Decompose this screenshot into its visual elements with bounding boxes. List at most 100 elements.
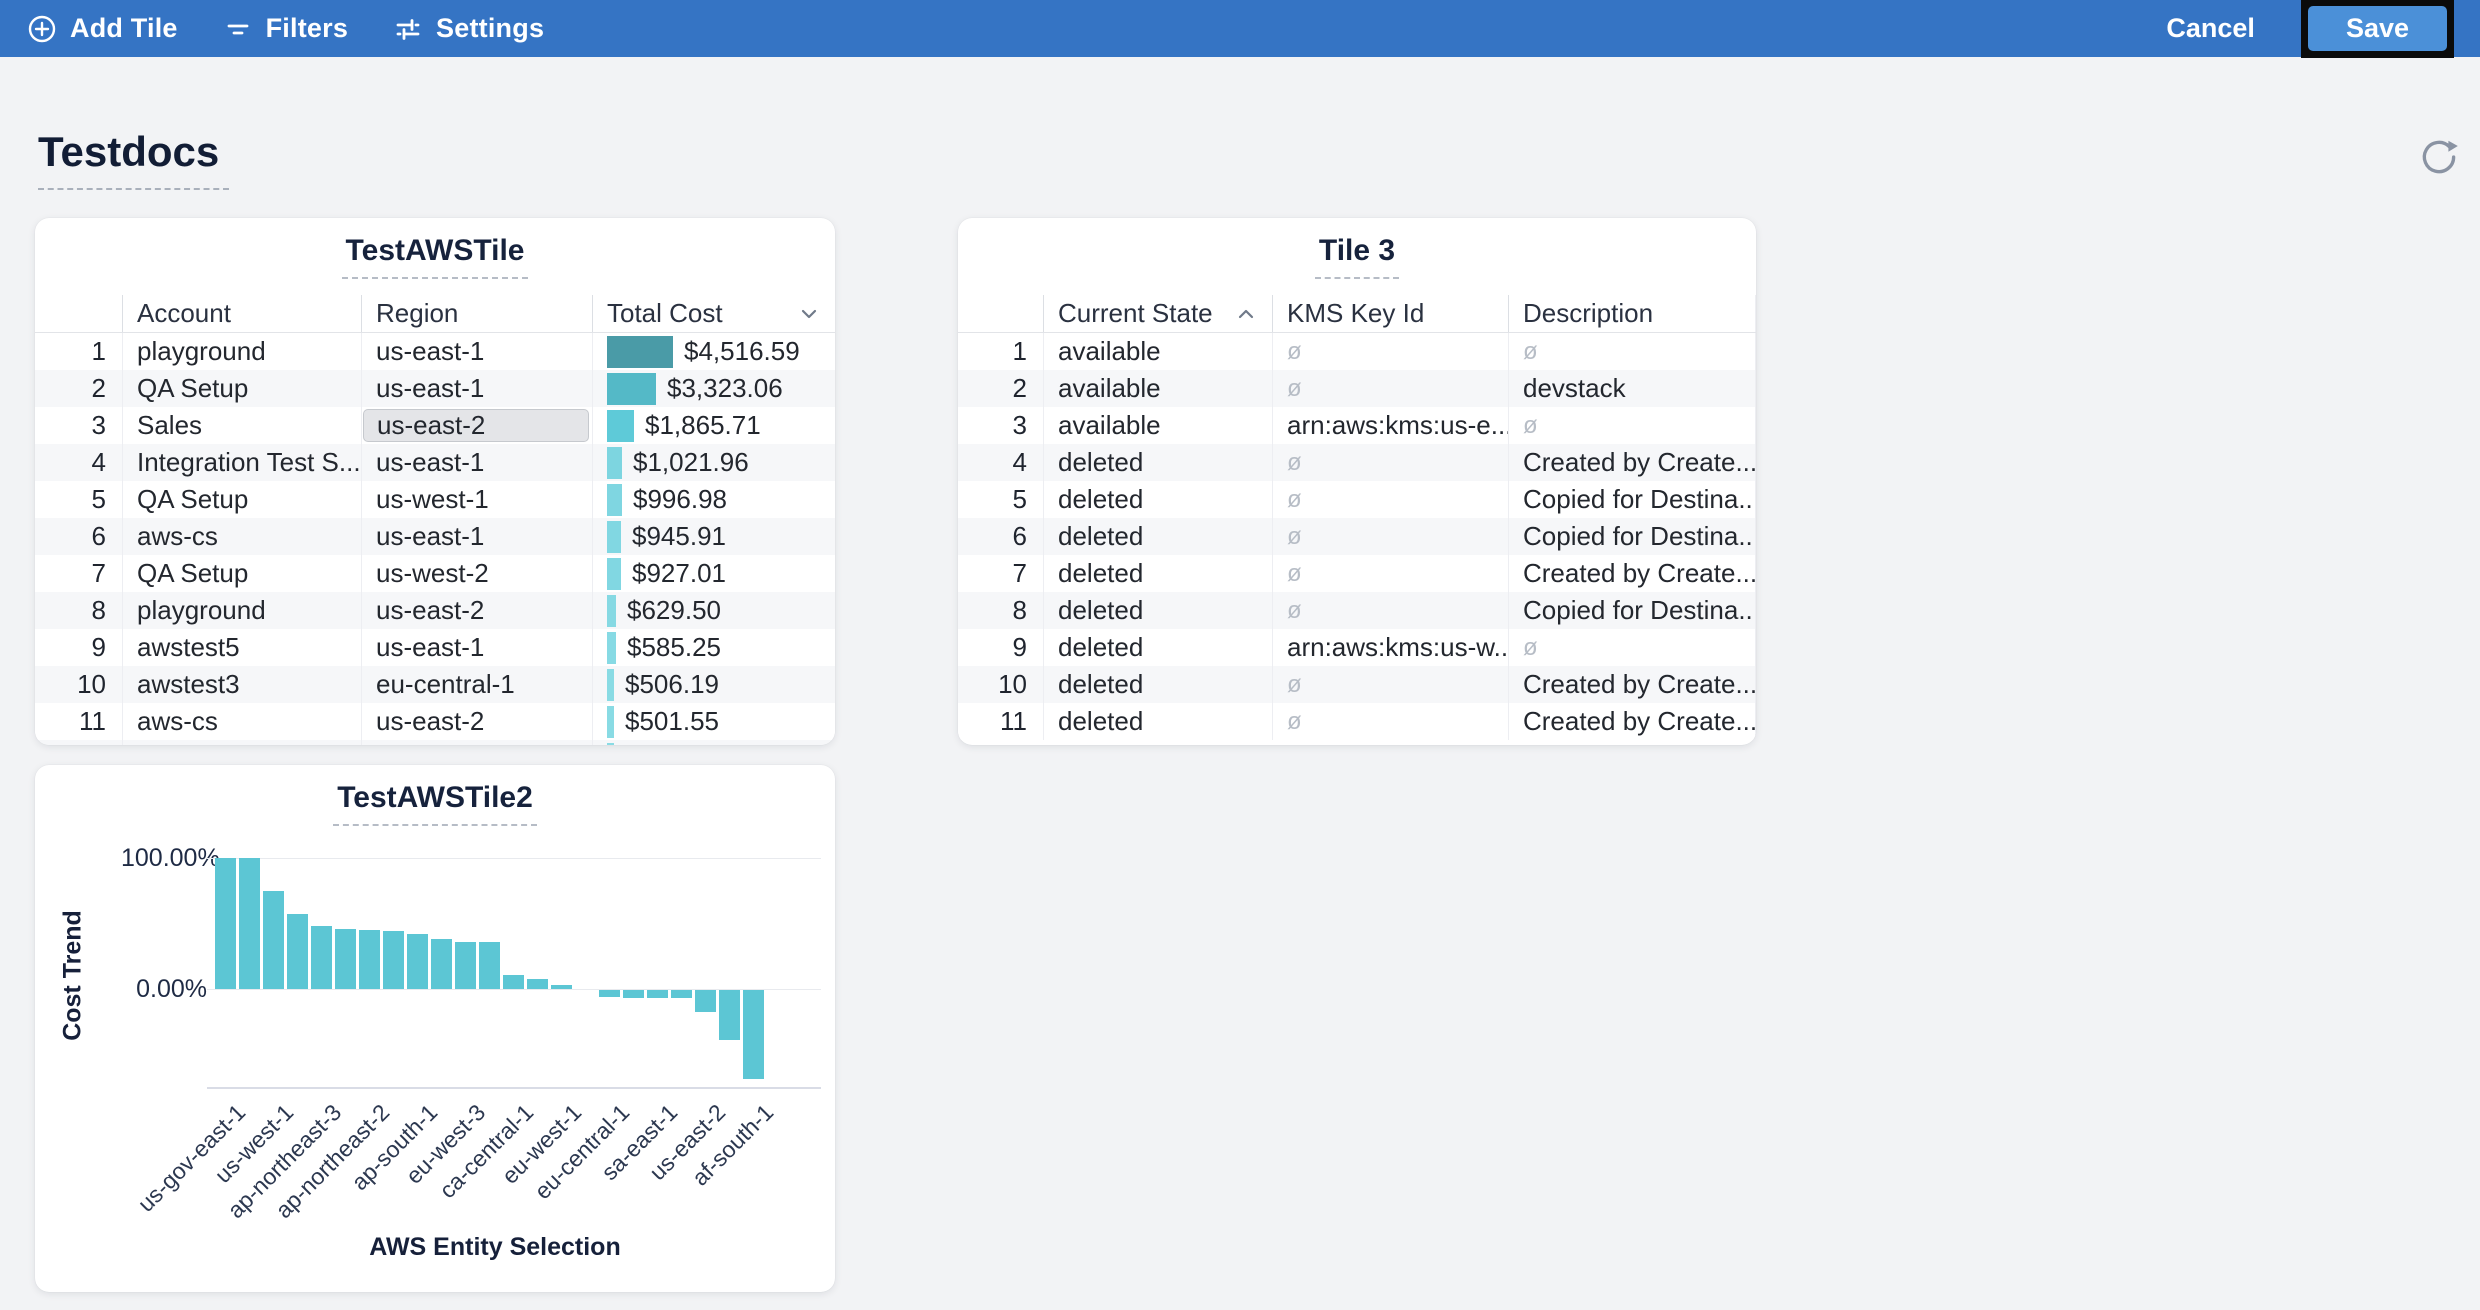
- current-state-cell[interactable]: deleted: [1043, 555, 1272, 592]
- tile1-account-header[interactable]: Account: [122, 295, 361, 332]
- row-number-cell: 9: [1012, 632, 1027, 662]
- kms-key-id-cell[interactable]: arn:aws:kms:us-e...: [1272, 407, 1508, 444]
- total-cost-cell[interactable]: $506.19: [592, 666, 835, 703]
- region-cell[interactable]: us-east-1: [361, 629, 592, 666]
- kms-key-id-cell[interactable]: ø: [1272, 666, 1508, 703]
- cost-value: $4,516.59: [684, 336, 800, 366]
- tile1-region-header[interactable]: Region: [361, 295, 592, 332]
- current-state-cell[interactable]: deleted: [1043, 629, 1272, 666]
- chart-bar: [479, 942, 500, 989]
- total-cost-cell[interactable]: [592, 740, 835, 745]
- account-cell[interactable]: Sales: [122, 407, 361, 444]
- current-state-cell[interactable]: deleted: [1043, 703, 1272, 740]
- description-cell[interactable]: ø: [1508, 407, 1756, 444]
- region-cell[interactable]: [361, 740, 592, 745]
- kms-key-id-cell[interactable]: ø: [1272, 370, 1508, 407]
- description-cell[interactable]: Created by Create...: [1508, 444, 1756, 481]
- description-cell[interactable]: ø: [1508, 333, 1756, 370]
- dashboard-title[interactable]: Testdocs: [38, 128, 230, 190]
- account-cell[interactable]: Integration Test S...: [122, 444, 361, 481]
- region-cell[interactable]: us-east-2: [361, 407, 592, 444]
- settings-button[interactable]: Settings: [392, 13, 544, 45]
- kmskeyid-header-label: KMS Key Id: [1287, 298, 1425, 328]
- region-cell[interactable]: us-east-1: [361, 444, 592, 481]
- kms-key-id-cell[interactable]: ø: [1272, 333, 1508, 370]
- current-state-cell[interactable]: deleted: [1043, 444, 1272, 481]
- region-cell[interactable]: us-west-1: [361, 481, 592, 518]
- account-cell[interactable]: [122, 740, 361, 745]
- description-cell[interactable]: Copied for Destina...: [1508, 518, 1756, 555]
- row-number-cell: 3: [1012, 410, 1027, 440]
- current-state-cell[interactable]: available: [1043, 407, 1272, 444]
- account-cell[interactable]: QA Setup: [122, 370, 361, 407]
- tile1-header-row: Account Region Total Cost: [35, 295, 835, 333]
- description-cell[interactable]: devstack: [1508, 370, 1756, 407]
- description-cell[interactable]: Created by Create...: [1508, 666, 1756, 703]
- kms-key-id-cell[interactable]: ø: [1272, 703, 1508, 740]
- current-state-cell[interactable]: deleted: [1043, 518, 1272, 555]
- current-state-cell[interactable]: available: [1043, 370, 1272, 407]
- region-cell[interactable]: us-west-2: [361, 555, 592, 592]
- cancel-button[interactable]: Cancel: [2166, 13, 2255, 43]
- table-row: 8 deleted ø Copied for Destina...: [958, 592, 1756, 629]
- current-state-cell[interactable]: deleted: [1043, 481, 1272, 518]
- current-state-cell[interactable]: available: [1043, 333, 1272, 370]
- account-cell[interactable]: playground: [122, 592, 361, 629]
- total-cost-cell[interactable]: $629.50: [592, 592, 835, 629]
- account-cell[interactable]: awstest5: [122, 629, 361, 666]
- kms-key-id-cell[interactable]: arn:aws:kms:us-w...: [1272, 629, 1508, 666]
- total-cost-cell[interactable]: $945.91: [592, 518, 835, 555]
- region-cell[interactable]: us-east-1: [361, 333, 592, 370]
- refresh-button[interactable]: [2416, 134, 2462, 180]
- total-cost-cell[interactable]: $501.55: [592, 703, 835, 740]
- region-cell[interactable]: us-east-2: [361, 592, 592, 629]
- totalcost-header-label: Total Cost: [607, 298, 723, 328]
- total-cost-cell[interactable]: $927.01: [592, 555, 835, 592]
- region-cell[interactable]: us-east-1: [361, 370, 592, 407]
- region-cell[interactable]: eu-central-1: [361, 666, 592, 703]
- account-cell[interactable]: aws-cs: [122, 703, 361, 740]
- kms-key-id-cell[interactable]: ø: [1272, 481, 1508, 518]
- cost-value: $927.01: [632, 558, 726, 588]
- description-cell[interactable]: Copied for Destina...: [1508, 481, 1756, 518]
- account-cell[interactable]: QA Setup: [122, 481, 361, 518]
- tile3-title[interactable]: Tile 3: [1314, 234, 1400, 279]
- tile3-description-header[interactable]: Description: [1508, 295, 1756, 332]
- total-cost-cell[interactable]: $996.98: [592, 481, 835, 518]
- current-state-cell[interactable]: deleted: [1043, 666, 1272, 703]
- tile2-title[interactable]: TestAWSTile2: [333, 781, 537, 826]
- tile3-currentstate-header[interactable]: Current State: [1043, 295, 1272, 332]
- description-cell[interactable]: Copied for Destina...: [1508, 592, 1756, 629]
- total-cost-cell[interactable]: $585.25: [592, 629, 835, 666]
- description-cell[interactable]: Created by Create...: [1508, 555, 1756, 592]
- account-cell[interactable]: aws-cs: [122, 518, 361, 555]
- tile1-totalcost-header[interactable]: Total Cost: [592, 295, 835, 332]
- kms-key-id-cell[interactable]: ø: [1272, 444, 1508, 481]
- kms-key-id-cell[interactable]: ø: [1272, 555, 1508, 592]
- total-cost-cell[interactable]: $3,323.06: [592, 370, 835, 407]
- add-tile-button[interactable]: Add Tile: [26, 13, 178, 45]
- account-cell[interactable]: QA Setup: [122, 555, 361, 592]
- total-cost-cell[interactable]: $4,516.59: [592, 333, 835, 370]
- current-state-cell[interactable]: deleted: [1043, 592, 1272, 629]
- total-cost-cell[interactable]: $1,865.71: [592, 407, 835, 444]
- total-cost-cell[interactable]: $1,021.96: [592, 444, 835, 481]
- chart-bar: [719, 990, 740, 1040]
- chart-bar: [599, 990, 620, 997]
- region-cell[interactable]: us-east-1: [361, 518, 592, 555]
- save-button[interactable]: Save: [2307, 6, 2447, 51]
- selected-cell[interactable]: us-east-2: [363, 409, 589, 442]
- description-cell[interactable]: Created by Create...: [1508, 703, 1756, 740]
- description-cell[interactable]: ø: [1508, 629, 1756, 666]
- tile1-title[interactable]: TestAWSTile: [341, 234, 529, 279]
- chart-bar: [623, 990, 644, 998]
- account-cell[interactable]: awstest3: [122, 666, 361, 703]
- kms-key-id-cell[interactable]: ø: [1272, 592, 1508, 629]
- kms-key-id-cell[interactable]: ø: [1272, 518, 1508, 555]
- tile3-kmskeyid-header[interactable]: KMS Key Id: [1272, 295, 1508, 332]
- y-tick-0: 0.00%: [136, 975, 207, 1003]
- account-cell[interactable]: playground: [122, 333, 361, 370]
- filters-button[interactable]: Filters: [222, 13, 348, 45]
- chart-bar: [503, 975, 524, 989]
- region-cell[interactable]: us-east-2: [361, 703, 592, 740]
